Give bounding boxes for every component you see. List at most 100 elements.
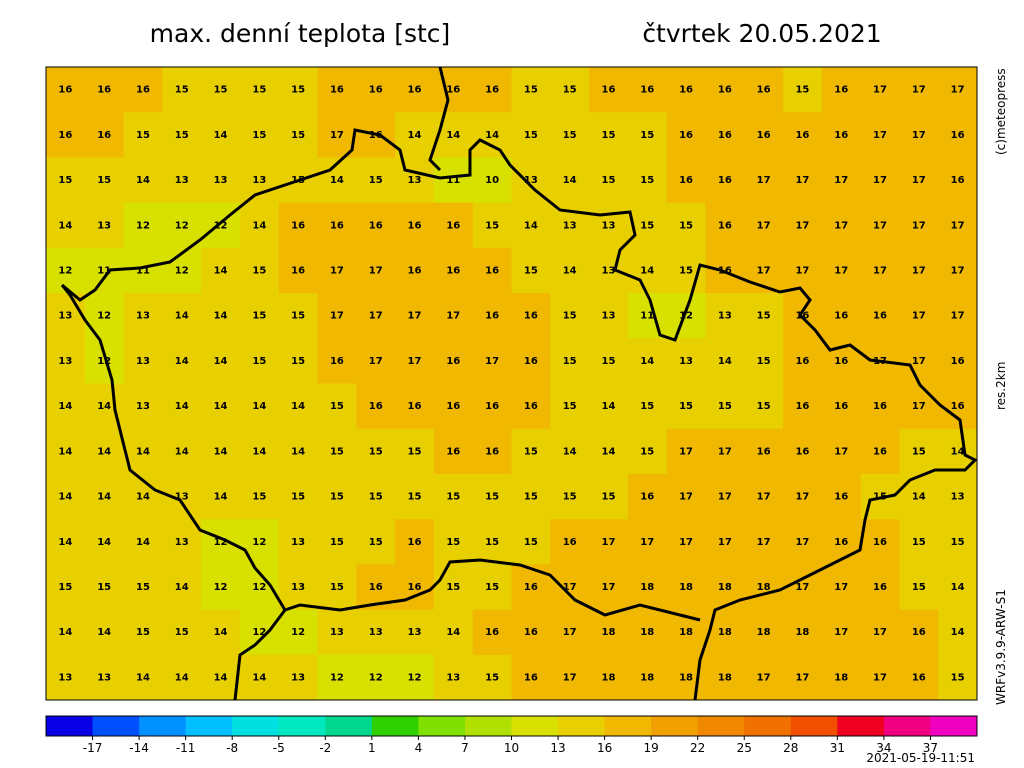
temp-cell xyxy=(356,473,396,520)
colorbar-tick-label: -11 xyxy=(176,741,196,755)
temp-cell xyxy=(550,383,590,430)
temp-cell xyxy=(783,519,823,565)
temp-cell xyxy=(239,609,280,656)
temp-cell xyxy=(395,157,435,204)
temp-cell xyxy=(744,157,784,204)
timestamp: 2021-05-19-11:51 xyxy=(866,751,975,765)
temp-value: 16 xyxy=(602,85,616,96)
temp-cell xyxy=(938,338,978,384)
temp-cell xyxy=(356,519,396,565)
temp-cell xyxy=(511,609,551,656)
temp-cell xyxy=(938,202,978,249)
temp-value: 13 xyxy=(291,672,305,683)
temp-cell xyxy=(627,112,668,158)
temp-cell xyxy=(84,473,125,520)
temp-cell xyxy=(317,564,357,611)
temp-cell xyxy=(821,157,862,204)
temp-cell xyxy=(705,473,745,520)
colorbar-tick-label: 10 xyxy=(504,741,519,755)
temp-value: 14 xyxy=(602,446,616,457)
colorbar-segment xyxy=(464,716,512,736)
temp-value: 15 xyxy=(369,175,383,186)
temp-value: 13 xyxy=(602,311,616,322)
temp-cell xyxy=(317,654,357,701)
temp-value: 16 xyxy=(291,265,305,276)
temp-value: 14 xyxy=(214,311,228,322)
temp-cell xyxy=(821,654,862,701)
temp-cell xyxy=(550,67,590,113)
temp-value: 16 xyxy=(408,537,422,548)
temp-value: 13 xyxy=(214,175,228,186)
temp-value: 15 xyxy=(291,311,305,322)
temp-value: 15 xyxy=(563,130,577,141)
temp-cell xyxy=(395,247,435,294)
temp-value: 13 xyxy=(58,356,72,367)
temp-value: 15 xyxy=(330,401,344,412)
temp-cell xyxy=(938,428,978,475)
colorbar-segment xyxy=(883,716,931,736)
temp-value: 15 xyxy=(291,356,305,367)
temp-value: 15 xyxy=(369,446,383,457)
temp-value: 16 xyxy=(834,311,848,322)
temp-cell xyxy=(821,519,862,565)
temp-cell xyxy=(860,383,900,430)
map-frame xyxy=(45,66,978,701)
temp-value: 15 xyxy=(291,130,305,141)
temp-value: 15 xyxy=(252,85,266,96)
temp-cell xyxy=(783,383,823,430)
temp-value: 15 xyxy=(602,492,616,503)
temp-cell xyxy=(589,112,629,158)
temp-cell xyxy=(278,473,319,520)
temp-cell xyxy=(356,383,396,430)
temp-value: 16 xyxy=(408,85,422,96)
temp-value: 15 xyxy=(58,582,72,593)
temp-value: 13 xyxy=(951,492,965,503)
temp-cell xyxy=(84,609,125,656)
temp-cell xyxy=(589,519,629,565)
temp-cell xyxy=(666,157,706,204)
temp-cell xyxy=(201,473,241,520)
temp-value: 16 xyxy=(485,401,499,412)
temp-value: 16 xyxy=(951,356,965,367)
temp-cell xyxy=(162,112,202,158)
temp-value: 15 xyxy=(369,492,383,503)
temp-cell xyxy=(821,564,862,611)
temp-cell xyxy=(744,293,784,339)
temp-value: 17 xyxy=(757,265,771,276)
temp-value: 18 xyxy=(718,627,732,638)
date: čtvrtek 20.05.2021 xyxy=(642,19,881,48)
temp-cell xyxy=(433,609,474,656)
temp-cell xyxy=(899,67,939,113)
temp-value: 15 xyxy=(252,356,266,367)
temp-cell xyxy=(705,654,745,701)
temp-value: 15 xyxy=(524,85,538,96)
temp-cell xyxy=(589,293,629,339)
temp-value: 16 xyxy=(834,537,848,548)
temp-cell xyxy=(550,247,590,294)
temp-value: 16 xyxy=(679,175,693,186)
temp-value: 13 xyxy=(718,311,732,322)
temp-cell xyxy=(46,473,86,520)
temp-value: 17 xyxy=(873,220,887,231)
temp-cell xyxy=(821,67,862,113)
temp-cell xyxy=(123,564,163,611)
colorbar-tick-label: 37 xyxy=(923,741,938,755)
temp-cell xyxy=(938,293,978,339)
temp-cell xyxy=(899,157,939,204)
temp-cell xyxy=(938,67,978,113)
temp-value: 15 xyxy=(175,85,189,96)
colorbar-tick-label: 22 xyxy=(690,741,705,755)
temp-cell xyxy=(511,654,551,701)
temp-cell xyxy=(589,247,629,294)
temp-value: 18 xyxy=(757,627,771,638)
temp-value: 17 xyxy=(912,220,926,231)
temp-value: 16 xyxy=(58,85,72,96)
temp-cell xyxy=(744,112,784,158)
temp-cell xyxy=(744,564,784,611)
temp-value: 16 xyxy=(640,85,654,96)
temp-value: 17 xyxy=(795,175,809,186)
temp-cell xyxy=(46,247,86,294)
temp-cell xyxy=(278,519,319,565)
temp-cell xyxy=(395,112,435,158)
temp-value: 16 xyxy=(524,311,538,322)
